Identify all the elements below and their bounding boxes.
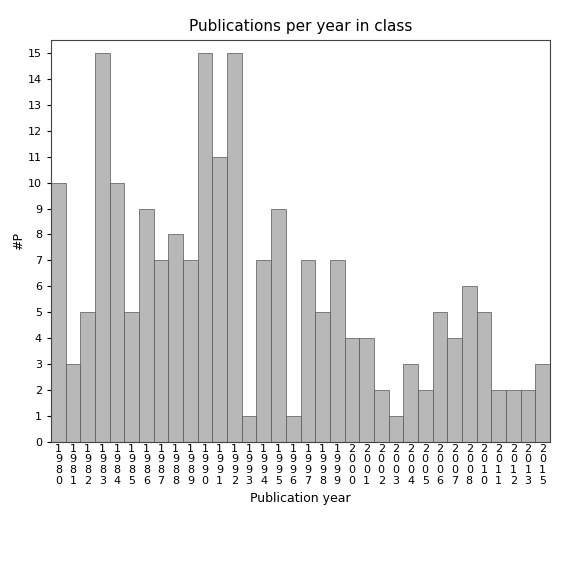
Bar [81, 312, 95, 442]
Bar [95, 53, 110, 442]
Bar [506, 390, 521, 442]
X-axis label: Publication year: Publication year [250, 492, 351, 505]
Bar [124, 312, 139, 442]
Bar [535, 365, 550, 442]
Bar [213, 156, 227, 442]
Bar [227, 53, 242, 442]
Bar [271, 209, 286, 442]
Bar [491, 390, 506, 442]
Bar [330, 260, 345, 442]
Bar [301, 260, 315, 442]
Bar [462, 286, 477, 442]
Bar [51, 183, 66, 442]
Bar [359, 338, 374, 442]
Bar [374, 390, 388, 442]
Y-axis label: #P: #P [12, 232, 25, 250]
Bar [154, 260, 168, 442]
Bar [168, 235, 183, 442]
Bar [433, 312, 447, 442]
Bar [286, 416, 301, 442]
Bar [66, 365, 81, 442]
Bar [345, 338, 359, 442]
Bar [447, 338, 462, 442]
Bar [477, 312, 491, 442]
Bar [388, 416, 403, 442]
Bar [315, 312, 330, 442]
Bar [242, 416, 256, 442]
Bar [139, 209, 154, 442]
Bar [256, 260, 271, 442]
Bar [521, 390, 535, 442]
Bar [418, 390, 433, 442]
Bar [183, 260, 198, 442]
Bar [403, 365, 418, 442]
Bar [110, 183, 124, 442]
Title: Publications per year in class: Publications per year in class [189, 19, 412, 35]
Bar [198, 53, 213, 442]
